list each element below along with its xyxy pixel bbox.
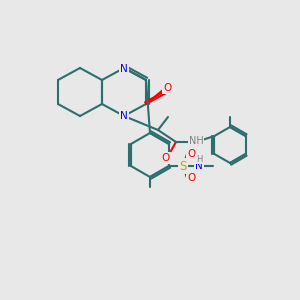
Text: O: O — [187, 149, 195, 159]
Text: O: O — [163, 83, 171, 93]
Text: NH: NH — [189, 136, 203, 146]
Text: S: S — [179, 160, 187, 172]
Text: O: O — [187, 173, 195, 183]
Text: N: N — [120, 111, 128, 121]
Text: H: H — [196, 154, 202, 164]
Text: O: O — [162, 153, 170, 163]
Text: N: N — [120, 64, 128, 74]
Text: N: N — [195, 161, 203, 171]
